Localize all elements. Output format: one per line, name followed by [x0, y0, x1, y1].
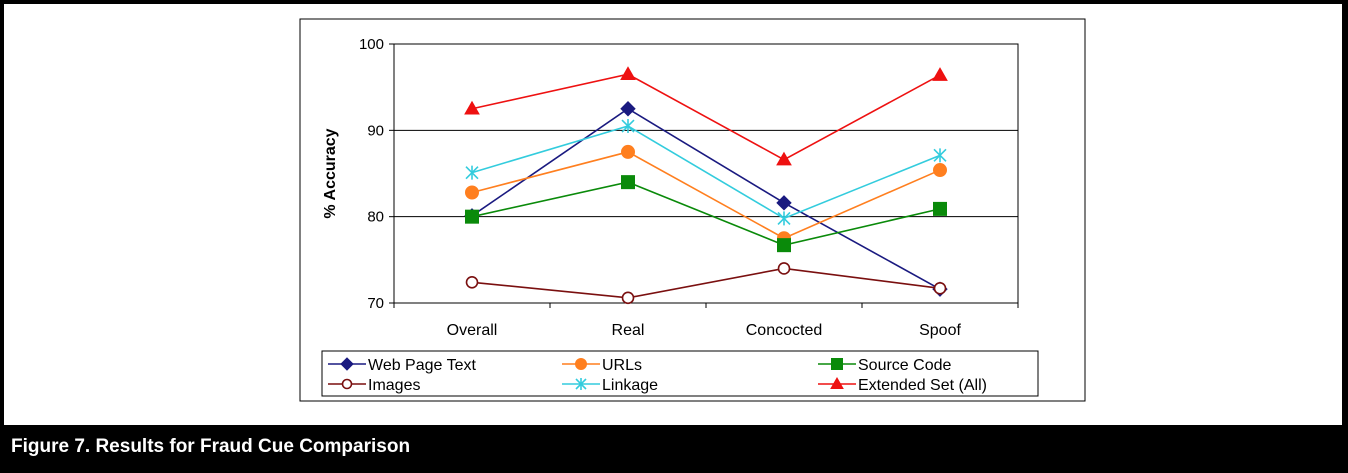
series-point: [465, 275, 479, 289]
series-point: [621, 144, 635, 159]
series-group: [464, 66, 948, 305]
series-linkage: [465, 119, 947, 226]
series-point: [933, 201, 947, 216]
legend-label: Linkage: [602, 377, 658, 394]
gridlines: [394, 129, 1018, 218]
series-images: [465, 262, 947, 305]
series-point: [621, 175, 635, 190]
y-tick-label: 90: [367, 122, 384, 139]
series-line: [471, 73, 941, 161]
x-tick-label: Real: [612, 322, 645, 339]
x-tick-label: Spoof: [919, 322, 961, 339]
legend-item: Linkage: [562, 377, 658, 394]
series-line: [471, 151, 941, 240]
y-tick-label: 100: [359, 36, 384, 53]
series-point: [932, 67, 948, 81]
x-tick-label: Overall: [447, 322, 498, 339]
series-point: [575, 378, 587, 390]
series-point: [831, 358, 843, 370]
series-extended-set-all: [464, 66, 948, 166]
series-source-code: [465, 175, 947, 253]
series-point: [465, 165, 479, 180]
series-point: [465, 209, 479, 224]
legend: Web Page Text URLs Source Code Images Linkag…: [321, 350, 1039, 397]
legend-label: Extended Set (All): [858, 377, 987, 394]
series-line: [471, 267, 941, 299]
series-point: [620, 101, 636, 117]
series-point: [465, 185, 479, 200]
legend-item: Web Page Text: [328, 357, 476, 374]
legend-label: Images: [368, 377, 420, 394]
y-tick-label: 70: [367, 295, 384, 312]
series-point: [933, 282, 947, 295]
figure-caption: Figure 7. Results for Fraud Cue Comparis…: [11, 436, 411, 457]
legend-item: Images: [328, 377, 420, 394]
series-point: [777, 211, 791, 226]
legend-item: Source Code: [818, 357, 951, 374]
series-point: [340, 357, 354, 371]
legend-item: Extended Set (All): [818, 376, 987, 394]
figure-frame: 70 80 90 100 Overall Real Concocted Spoof % Accu…: [4, 4, 1342, 425]
series-point: [830, 376, 844, 389]
y-tick-label: 80: [367, 209, 384, 226]
axes: 70 80 90 100 Overall Real Concocted Spoof % Accu…: [322, 36, 1019, 339]
legend-box: [321, 350, 1039, 397]
legend-label: Web Page Text: [368, 357, 476, 374]
series-point: [621, 291, 635, 305]
series-line: [471, 125, 941, 220]
series-point: [777, 262, 791, 275]
legend-label: Source Code: [858, 357, 951, 374]
series-point: [621, 119, 635, 134]
series-point: [464, 100, 480, 115]
chart: 70 80 90 100 Overall Real Concocted Spoof % Accu…: [299, 18, 1086, 402]
series-point: [777, 238, 791, 253]
series-point: [933, 163, 947, 178]
series-line: [471, 181, 941, 246]
series-point: [933, 148, 947, 163]
series-point: [776, 195, 792, 211]
plot-area: [393, 43, 1019, 304]
series-point: [341, 378, 353, 390]
series-point: [776, 151, 792, 166]
x-tick-label: Concocted: [746, 322, 823, 339]
legend-item: URLs: [562, 357, 642, 374]
series-point: [575, 358, 587, 370]
y-axis-label: % Accuracy: [322, 128, 339, 218]
legend-label: URLs: [602, 357, 642, 374]
series-point: [620, 66, 636, 80]
series-line: [471, 107, 941, 290]
